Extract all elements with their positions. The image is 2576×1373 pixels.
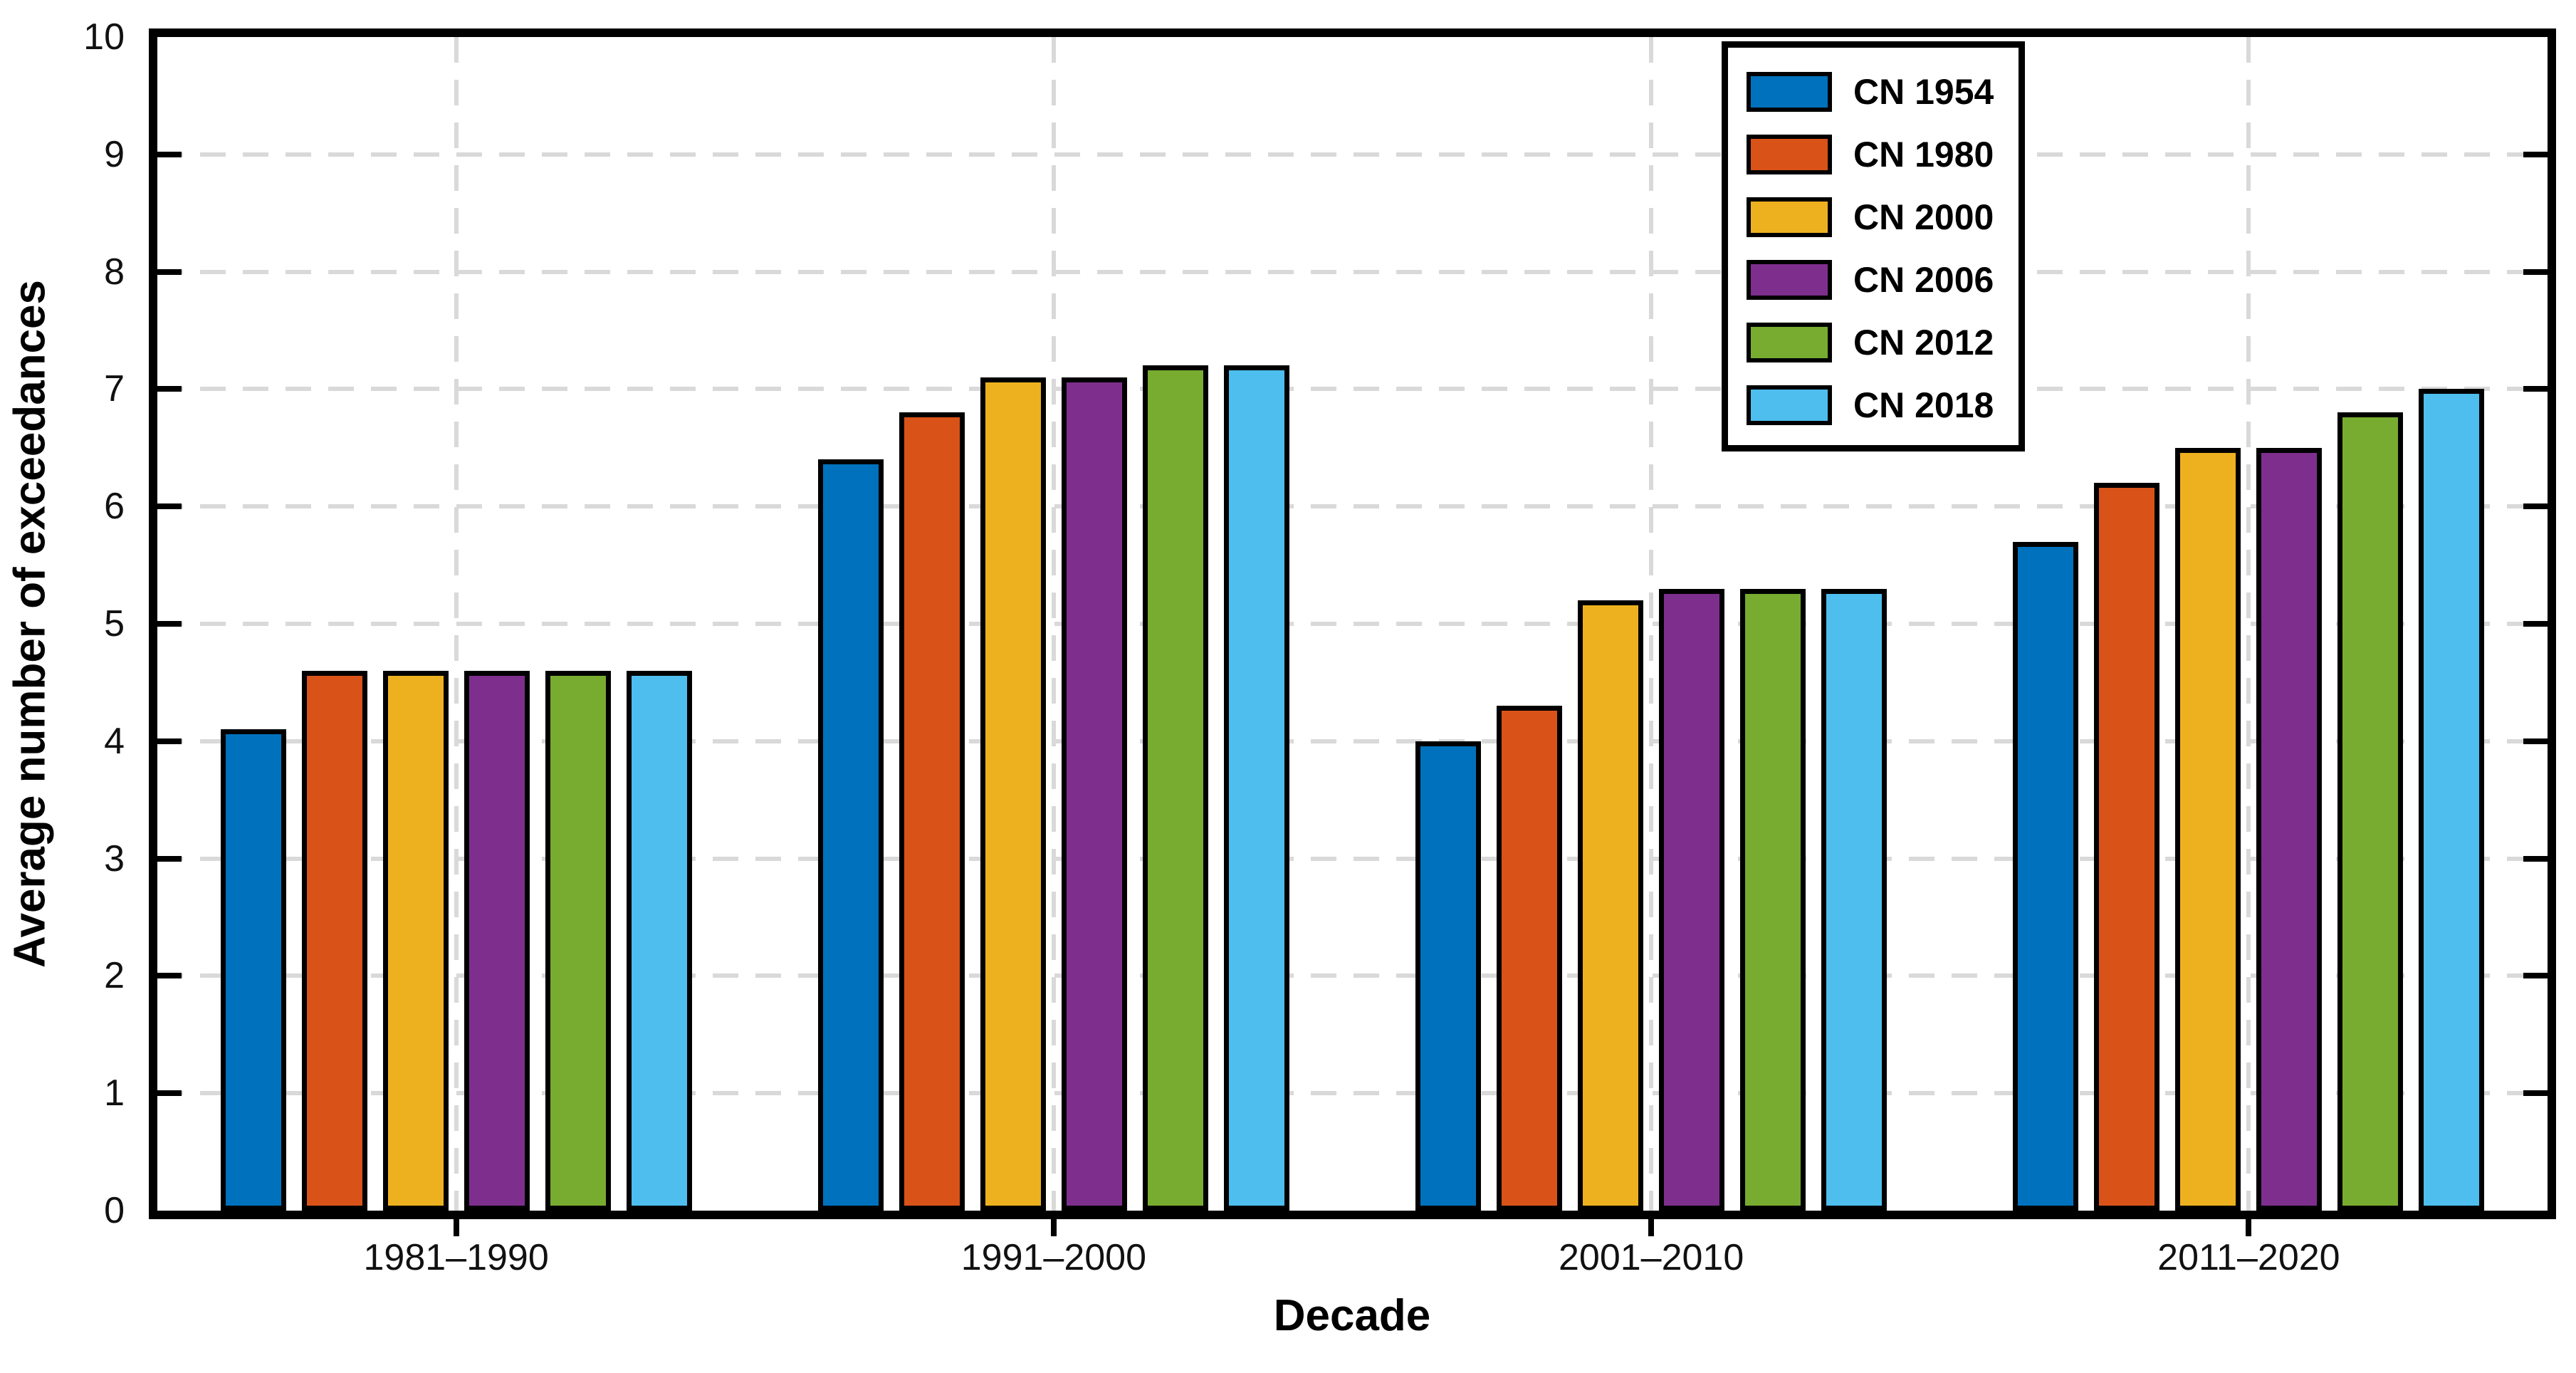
gridline-y-9 xyxy=(157,152,2548,157)
legend-swatch-cn-2012 xyxy=(1747,323,1832,362)
x-tick-2011-2020 xyxy=(2246,1219,2252,1236)
y-tick-left-3 xyxy=(157,855,182,862)
y-tick-label-3: 3 xyxy=(104,837,125,879)
y-tick-right-3 xyxy=(2523,855,2548,862)
gridline-x-1981-1990 xyxy=(454,37,459,1211)
gridline-y-5 xyxy=(157,622,2548,626)
y-tick-label-1: 1 xyxy=(104,1072,125,1114)
gridline-y-7 xyxy=(157,387,2548,392)
legend: CN 1954 CN 1980 CN 2000 CN 2006 CN 2012 CN 20… xyxy=(1722,41,2025,451)
y-tick-left-6 xyxy=(157,503,182,510)
legend-item-cn-2012: CN 2012 xyxy=(1747,311,2019,374)
y-tick-label-7: 7 xyxy=(104,368,125,410)
legend-swatch-cn-2006 xyxy=(1747,260,1832,300)
plot-area xyxy=(149,28,2556,1219)
y-tick-label-5: 5 xyxy=(104,603,125,644)
legend-label-cn-2018: CN 2018 xyxy=(1853,385,1994,425)
gridline-y-1 xyxy=(157,1091,2548,1096)
bar-cn-2000-2001-2010 xyxy=(1578,600,1644,1211)
gridline-x-2001-2010 xyxy=(1649,37,1654,1211)
y-tick-right-4 xyxy=(2523,738,2548,744)
x-tick-1991-2000 xyxy=(1050,1219,1057,1236)
y-tick-label-6: 6 xyxy=(104,486,125,528)
bar-cn-2018-1981-1990 xyxy=(626,670,692,1211)
bar-cn-1954-2001-2010 xyxy=(1415,741,1482,1211)
y-tick-label-0: 0 xyxy=(104,1190,125,1231)
y-tick-left-1 xyxy=(157,1090,182,1097)
bar-cn-2018-1991-2000 xyxy=(1223,365,1289,1211)
y-tick-left-8 xyxy=(157,268,182,275)
legend-swatch-cn-2000 xyxy=(1747,197,1832,237)
legend-item-cn-2018: CN 2018 xyxy=(1747,374,2019,437)
x-axis-label: Decade xyxy=(1273,1291,1431,1340)
y-tick-right-5 xyxy=(2523,621,2548,627)
y-tick-right-8 xyxy=(2523,268,2548,275)
gridline-y-4 xyxy=(157,738,2548,743)
bar-cn-2006-1991-2000 xyxy=(1061,377,1127,1211)
bar-cn-1980-1991-2000 xyxy=(899,412,965,1211)
bar-cn-1954-1981-1990 xyxy=(220,729,286,1211)
y-tick-right-9 xyxy=(2523,151,2548,157)
y-tick-label-9: 9 xyxy=(104,133,125,175)
y-tick-label-2: 2 xyxy=(104,955,125,997)
bar-cn-2000-1991-2000 xyxy=(980,377,1046,1211)
y-tick-left-4 xyxy=(157,738,182,744)
x-tick-1981-1990 xyxy=(453,1219,459,1236)
bar-cn-2012-2011-2020 xyxy=(2337,412,2404,1211)
y-tick-label-8: 8 xyxy=(104,251,125,293)
legend-item-cn-2000: CN 2000 xyxy=(1747,186,2019,249)
legend-item-cn-1980: CN 1980 xyxy=(1747,123,2019,186)
y-tick-left-9 xyxy=(157,151,182,157)
y-tick-right-2 xyxy=(2523,973,2548,979)
gridline-y-8 xyxy=(157,269,2548,274)
gridline-y-3 xyxy=(157,856,2548,861)
bar-cn-2000-2011-2020 xyxy=(2175,447,2241,1211)
bar-cn-2006-1981-1990 xyxy=(464,670,530,1211)
gridline-y-2 xyxy=(157,973,2548,978)
legend-item-cn-1954: CN 1954 xyxy=(1747,61,2019,123)
x-tick-label-1981-1990: 1981–1990 xyxy=(363,1237,549,1278)
x-tick-label-2001-2010: 2001–2010 xyxy=(1558,1237,1744,1278)
y-tick-label-10: 10 xyxy=(83,16,125,58)
legend-item-cn-2006: CN 2006 xyxy=(1747,249,2019,311)
legend-label-cn-1954: CN 1954 xyxy=(1853,72,1994,112)
bar-cn-1980-2011-2020 xyxy=(2094,483,2160,1211)
legend-label-cn-2012: CN 2012 xyxy=(1853,323,1994,362)
legend-swatch-cn-2018 xyxy=(1747,385,1832,425)
y-tick-left-7 xyxy=(157,386,182,392)
bar-cn-2006-2001-2010 xyxy=(1659,588,1725,1211)
y-tick-right-6 xyxy=(2523,503,2548,510)
legend-swatch-cn-1980 xyxy=(1747,135,1832,174)
legend-swatch-cn-1954 xyxy=(1747,72,1832,112)
bar-cn-2012-2001-2010 xyxy=(1740,588,1806,1211)
bar-cn-1954-1991-2000 xyxy=(817,459,884,1211)
gridline-x-2011-2020 xyxy=(2246,37,2251,1211)
y-tick-right-1 xyxy=(2523,1090,2548,1097)
y-tick-right-7 xyxy=(2523,386,2548,392)
gridline-x-1991-2000 xyxy=(1051,37,1056,1211)
bar-cn-2000-1981-1990 xyxy=(382,670,449,1211)
y-tick-left-5 xyxy=(157,621,182,627)
bar-cn-2012-1981-1990 xyxy=(545,670,611,1211)
x-tick-2001-2010 xyxy=(1648,1219,1655,1236)
bar-cn-1980-2001-2010 xyxy=(1497,706,1563,1211)
y-tick-left-2 xyxy=(157,973,182,979)
bar-cn-2018-2011-2020 xyxy=(2419,389,2485,1211)
x-tick-label-1991-2000: 1991–2000 xyxy=(960,1237,1147,1278)
gridline-y-6 xyxy=(157,504,2548,509)
bar-cn-1980-1981-1990 xyxy=(301,670,367,1211)
y-axis-label: Average number of exceedances xyxy=(5,279,55,969)
bar-cn-1954-2011-2020 xyxy=(2013,541,2079,1211)
legend-label-cn-1980: CN 1980 xyxy=(1853,135,1994,174)
x-tick-label-2011-2020: 2011–2020 xyxy=(2157,1237,2340,1278)
bar-cn-2018-2001-2010 xyxy=(1821,588,1888,1211)
bar-cn-2006-2011-2020 xyxy=(2256,447,2323,1211)
legend-label-cn-2000: CN 2000 xyxy=(1853,197,1994,237)
legend-label-cn-2006: CN 2006 xyxy=(1853,260,1994,300)
bar-cn-2012-1991-2000 xyxy=(1142,365,1208,1211)
y-tick-label-4: 4 xyxy=(104,720,125,762)
